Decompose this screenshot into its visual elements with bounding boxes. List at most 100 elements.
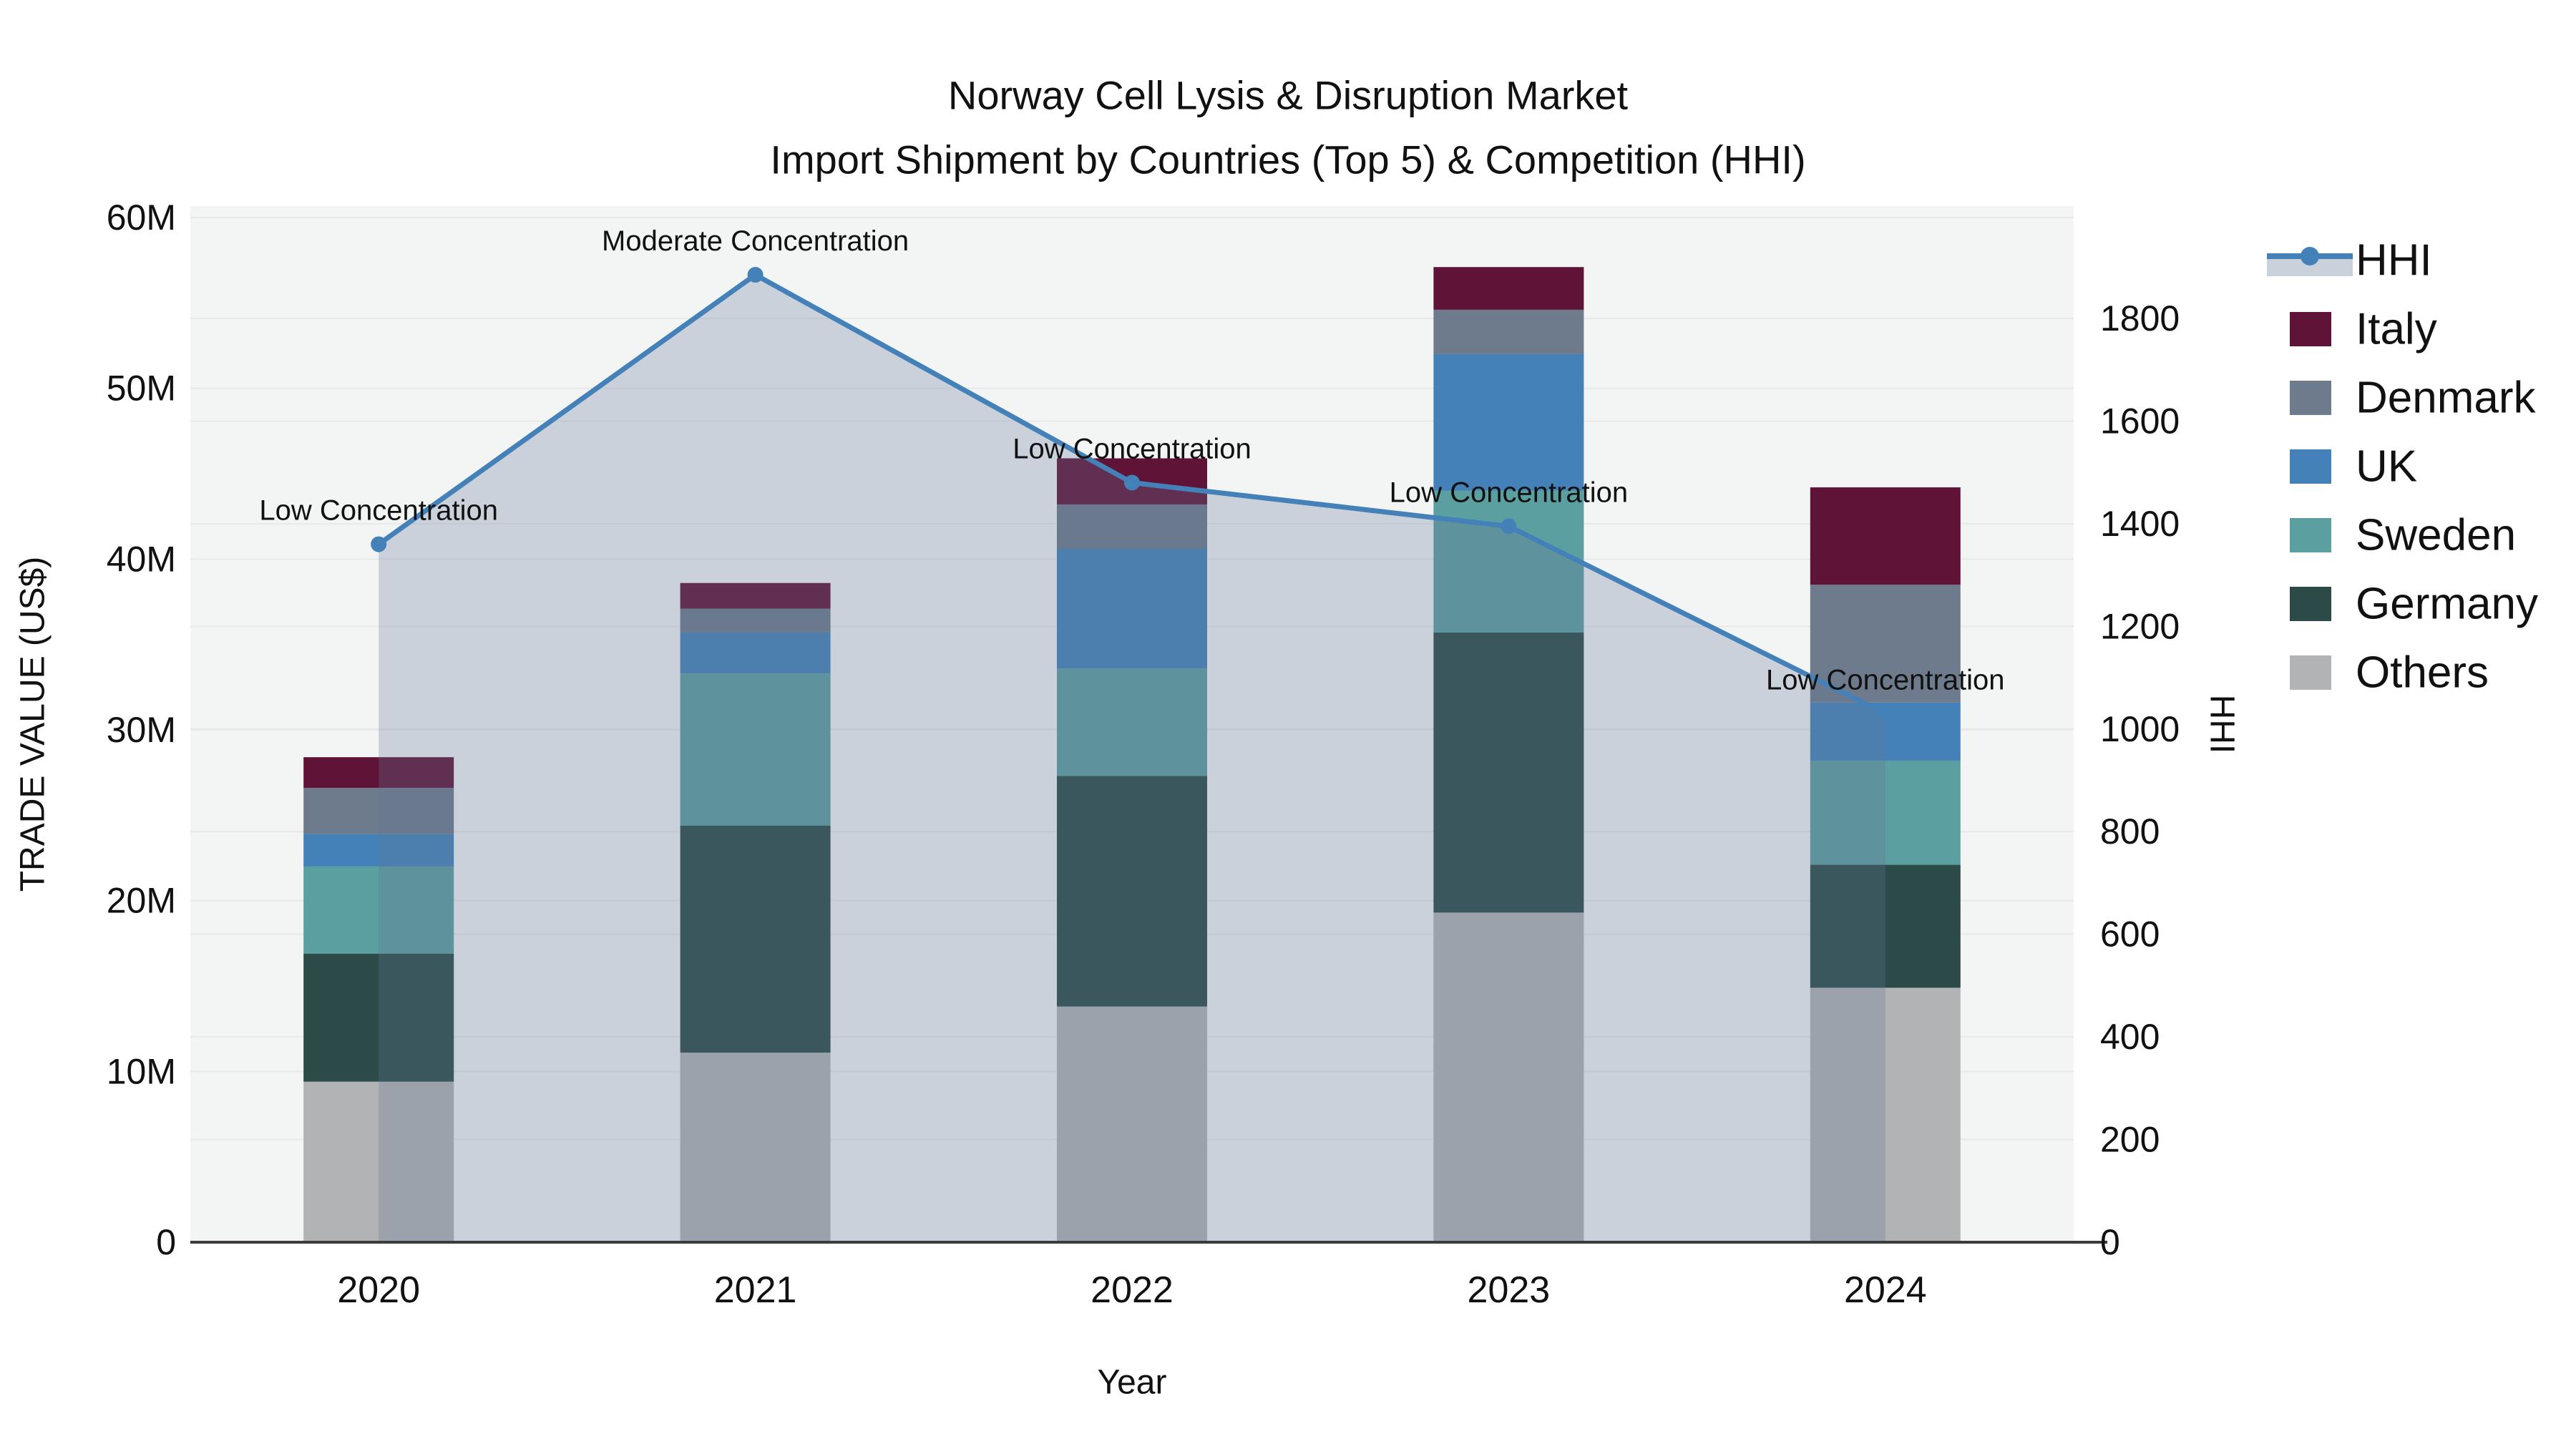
bar-segment-2024-others — [1810, 987, 1961, 1242]
legend-label-germany: Germany — [2356, 580, 2538, 629]
bar-segment-2020-italy — [303, 757, 454, 789]
annotation-2022: Low Concentration — [1013, 434, 1252, 465]
legend-swatch-italy — [2290, 312, 2331, 346]
bar-segment-2023-others — [1433, 912, 1584, 1242]
bar-segment-2020-denmark — [303, 788, 454, 834]
left-tick-20M: 20M — [107, 881, 176, 921]
legend-item-denmark[interactable]: Denmark — [2290, 374, 2537, 423]
left-tick-10M: 10M — [107, 1051, 176, 1091]
x-tick-2023: 2023 — [1468, 1269, 1551, 1311]
bar-segment-2022-uk — [1057, 549, 1207, 669]
right-tick-600: 600 — [2100, 914, 2160, 955]
x-axis-title: Year — [1098, 1364, 1167, 1402]
y-axis-title-right: HHI — [2203, 695, 2241, 754]
bar-2022 — [1057, 458, 1207, 1242]
hhi-marker-2022 — [1124, 474, 1140, 491]
bar-segment-2023-uk — [1433, 353, 1584, 491]
concentration-annotations: Low Concentration Moderate Concentration L… — [259, 225, 2004, 696]
hhi-marker-2024 — [1877, 706, 1893, 722]
bar-segment-2021-others — [680, 1053, 831, 1242]
x-tick-2021: 2021 — [714, 1269, 797, 1311]
annotation-2024: Low Concentration — [1766, 664, 2005, 696]
legend-item-others[interactable]: Others — [2290, 648, 2489, 698]
x-tick-2020: 2020 — [337, 1269, 420, 1311]
bar-segment-2021-italy — [680, 582, 831, 609]
chart-title-line2: Import Shipment by Countries (Top 5) & C… — [770, 137, 1805, 182]
bar-2020 — [303, 757, 454, 1242]
right-tick-800: 800 — [2100, 811, 2160, 852]
hhi-area-fill — [379, 275, 1885, 1242]
bar-segment-2023-denmark — [1433, 309, 1584, 354]
bar-segment-2020-uk — [303, 834, 454, 867]
bar-segment-2021-uk — [680, 632, 831, 674]
bar-segment-2023-italy — [1433, 267, 1584, 310]
right-axis-tick-labels: 0 200 400 600 800 1000 1200 1400 1600 1800 — [2100, 298, 2180, 1262]
legend-label-italy: Italy — [2356, 305, 2437, 354]
bar-segment-2022-sweden — [1057, 668, 1207, 776]
right-tick-1800: 1800 — [2100, 298, 2180, 338]
legend-label-uk: UK — [2356, 442, 2417, 492]
legend-item-sweden[interactable]: Sweden — [2290, 511, 2516, 560]
bar-segment-2022-germany — [1057, 776, 1207, 1007]
bar-segment-2020-germany — [303, 953, 454, 1082]
hhi-marker-2020 — [371, 536, 387, 552]
legend-label-sweden: Sweden — [2356, 511, 2516, 560]
x-axis-tick-labels: 2020 2021 2022 2023 2024 — [337, 1269, 1926, 1311]
right-tick-1200: 1200 — [2100, 606, 2180, 646]
bar-2024 — [1810, 487, 1961, 1242]
bar-segment-2023-germany — [1433, 632, 1584, 913]
right-tick-0: 0 — [2100, 1222, 2120, 1262]
left-tick-30M: 30M — [107, 710, 176, 750]
legend-swatch-germany — [2290, 587, 2331, 621]
legend-item-germany[interactable]: Germany — [2290, 580, 2538, 629]
legend-swatch-others — [2290, 655, 2331, 690]
bar-segment-2024-italy — [1810, 487, 1961, 585]
legend-label-hhi: HHI — [2356, 236, 2432, 286]
right-tick-1000: 1000 — [2100, 709, 2180, 749]
legend-label-others: Others — [2356, 648, 2489, 698]
bar-2021 — [680, 582, 831, 1242]
legend-item-uk[interactable]: UK — [2290, 442, 2417, 492]
right-tick-400: 400 — [2100, 1017, 2160, 1057]
annotation-2023: Low Concentration — [1390, 477, 1629, 508]
hhi-line-series — [371, 267, 1893, 722]
stacked-bars — [303, 267, 1961, 1242]
chart-title-line1: Norway Cell Lysis & Disruption Market — [948, 73, 1629, 118]
left-axis-tick-labels: 0 10M 20M 30M 40M 50M 60M — [107, 197, 176, 1262]
legend-item-hhi[interactable]: HHI — [2267, 236, 2432, 286]
bar-segment-2023-sweden — [1433, 490, 1584, 633]
left-tick-40M: 40M — [107, 539, 176, 579]
bar-segment-2020-others — [303, 1081, 454, 1242]
bar-segment-2022-others — [1057, 1006, 1207, 1242]
left-tick-60M: 60M — [107, 197, 176, 238]
left-tick-0: 0 — [156, 1222, 176, 1262]
bar-segment-2024-germany — [1810, 864, 1961, 988]
x-tick-2024: 2024 — [1844, 1269, 1927, 1311]
bar-segment-2021-denmark — [680, 608, 831, 633]
legend-swatch-sweden — [2290, 518, 2331, 552]
bar-segment-2020-sweden — [303, 866, 454, 954]
annotation-2020: Low Concentration — [259, 495, 498, 527]
annotation-2021: Moderate Concentration — [602, 225, 909, 257]
y-axis-title-left: TRADE VALUE (US$) — [14, 557, 52, 892]
hhi-marker-2023 — [1501, 518, 1517, 535]
legend-label-denmark: Denmark — [2356, 374, 2537, 423]
x-tick-2022: 2022 — [1091, 1269, 1174, 1311]
left-tick-50M: 50M — [107, 369, 176, 409]
legend-hhi-marker-swatch — [2301, 247, 2319, 265]
legend-item-italy[interactable]: Italy — [2290, 305, 2437, 354]
bar-segment-2021-sweden — [680, 673, 831, 826]
legend-swatch-uk — [2290, 449, 2331, 484]
hhi-area-polygon — [379, 275, 1885, 1242]
bar-segment-2022-denmark — [1057, 504, 1207, 550]
hhi-marker-2021 — [747, 267, 763, 283]
bar-segment-2021-germany — [680, 825, 831, 1053]
bar-2023 — [1433, 267, 1584, 1242]
right-tick-1400: 1400 — [2100, 504, 2180, 544]
bar-segment-2024-sweden — [1810, 760, 1961, 865]
legend: HHI Italy Denmark UK Sweden Germany Others — [2267, 236, 2538, 698]
right-tick-1600: 1600 — [2100, 401, 2180, 441]
bar-segment-2024-denmark — [1810, 585, 1961, 703]
